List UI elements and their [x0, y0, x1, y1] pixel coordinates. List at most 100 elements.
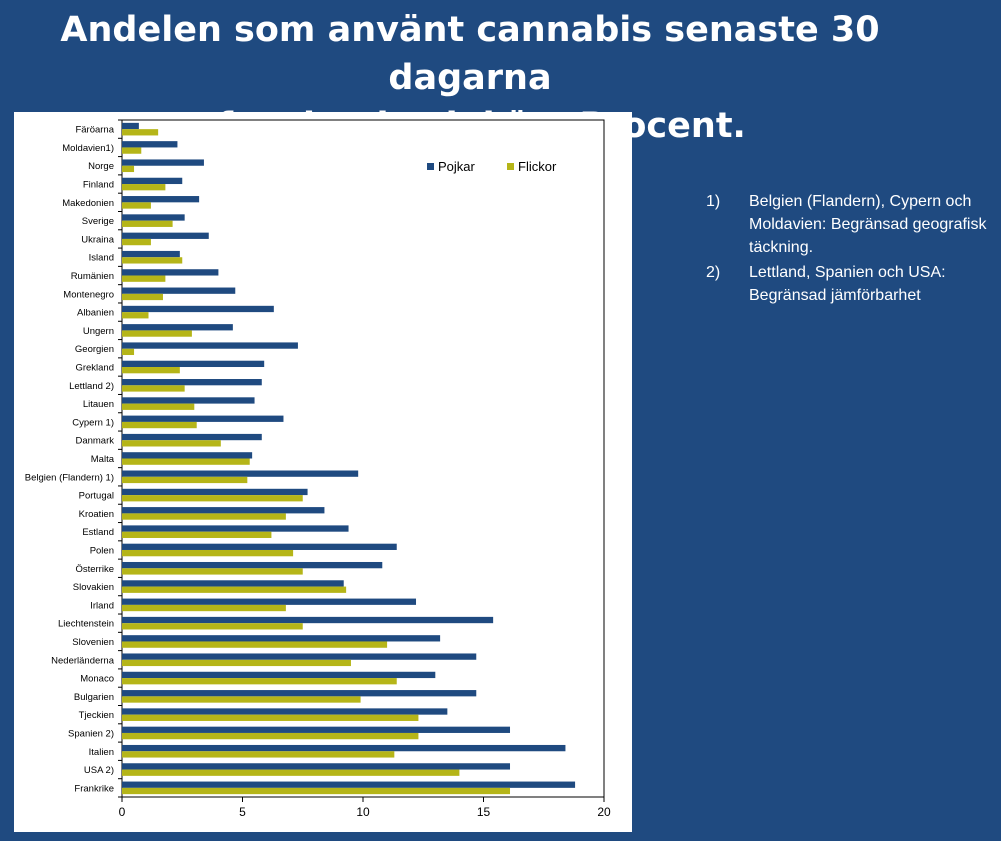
bar-girls-1	[122, 147, 142, 154]
bar-girls-33	[122, 732, 419, 740]
footnotes: 1) Belgien (Flandern), Cypern och Moldav…	[706, 190, 996, 309]
bar-boys-20	[122, 488, 308, 496]
footnote-2-text: Lettland, Spanien och USA: Begränsad jäm…	[749, 264, 946, 304]
bar-girls-19	[122, 476, 248, 484]
legend-swatch-boys	[427, 163, 434, 170]
category-label: Nederländerna	[51, 655, 115, 666]
bar-boys-13	[122, 360, 265, 368]
bar-girls-21	[122, 513, 286, 520]
bar-girls-24	[122, 568, 303, 575]
category-label: Albanien	[77, 308, 114, 319]
bar-boys-21	[122, 507, 325, 514]
bar-girls-5	[122, 220, 173, 227]
bar-girls-11	[122, 330, 192, 337]
bar-boys-10	[122, 305, 274, 313]
bar-girls-7	[122, 257, 183, 264]
bar-boys-25	[122, 580, 344, 587]
bar-girls-14	[122, 385, 185, 392]
bar-boys-35	[122, 763, 511, 770]
category-label: Moldavien1)	[62, 143, 114, 154]
category-label: Sverige	[82, 216, 114, 227]
bar-girls-15	[122, 403, 195, 410]
bar-boys-6	[122, 232, 209, 239]
bar-girls-25	[122, 586, 347, 593]
category-label: Cypern 1)	[72, 417, 114, 428]
bar-boys-2	[122, 159, 204, 166]
category-label: Polen	[90, 545, 114, 556]
bar-girls-26	[122, 604, 286, 612]
bar-girls-28	[122, 641, 388, 648]
category-label: Litauen	[83, 399, 114, 410]
bar-girls-13	[122, 367, 180, 374]
category-label: Frankrike	[74, 783, 114, 794]
bar-girls-29	[122, 659, 351, 667]
bar-girls-10	[122, 312, 149, 319]
bar-girls-31	[122, 696, 361, 703]
bar-girls-23	[122, 549, 294, 557]
footnote-1-number: 1)	[706, 193, 721, 210]
bar-girls-3	[122, 184, 166, 191]
bar-boys-4	[122, 196, 200, 203]
category-label: Montenegro	[63, 289, 114, 300]
bar-boys-9	[122, 287, 236, 294]
category-label: Slovakien	[73, 582, 114, 593]
category-label: Ukraina	[81, 234, 114, 245]
x-tick-label: 5	[239, 805, 246, 819]
category-label: Malta	[91, 454, 115, 465]
bar-boys-30	[122, 671, 436, 679]
bar-boys-16	[122, 415, 284, 422]
bar-boys-24	[122, 561, 383, 569]
category-label: Irland	[90, 600, 114, 611]
bar-girls-32	[122, 714, 419, 721]
bar-girls-8	[122, 275, 166, 282]
bar-boys-0	[122, 122, 139, 130]
bar-boys-23	[122, 543, 397, 550]
category-label: Spanien 2)	[68, 728, 114, 739]
bar-boys-5	[122, 214, 185, 221]
category-label: Bulgarien	[74, 692, 114, 703]
category-label: USA 2)	[84, 765, 114, 776]
category-label: Norge	[88, 161, 114, 172]
x-tick-label: 20	[597, 805, 611, 819]
title-line-1: Andelen som använt cannabis senaste 30 d…	[60, 10, 880, 98]
category-label: Georgien	[75, 344, 114, 355]
bar-boys-12	[122, 342, 298, 349]
bar-boys-8	[122, 269, 219, 276]
category-label: Slovenien	[72, 637, 114, 648]
category-label: Färöarna	[75, 125, 114, 136]
bar-girls-35	[122, 769, 460, 776]
bar-girls-34	[122, 751, 395, 758]
bar-girls-20	[122, 495, 303, 502]
bar-boys-19	[122, 470, 359, 477]
bar-boys-27	[122, 616, 494, 624]
category-label: Makedonien	[62, 198, 114, 209]
bar-boys-31	[122, 690, 477, 697]
bar-boys-33	[122, 726, 511, 733]
bar-boys-28	[122, 635, 441, 642]
category-label: Estland	[82, 527, 114, 538]
bar-girls-6	[122, 238, 151, 246]
category-label: Grekland	[75, 363, 114, 374]
bar-boys-3	[122, 177, 183, 185]
category-label: Liechtenstein	[58, 619, 114, 630]
category-label: Ungern	[83, 326, 114, 337]
bar-girls-17	[122, 440, 221, 447]
bar-girls-16	[122, 421, 197, 429]
bar-girls-27	[122, 623, 303, 630]
bar-girls-12	[122, 348, 135, 356]
category-label: Monaco	[80, 674, 114, 685]
category-label: Lettland 2)	[69, 381, 114, 392]
category-label: Belgien (Flandern) 1)	[25, 472, 114, 483]
bar-boys-17	[122, 433, 262, 441]
category-label: Portugal	[79, 491, 114, 502]
bar-boys-18	[122, 452, 253, 459]
x-tick-label: 15	[477, 805, 491, 819]
x-tick-label: 0	[119, 805, 126, 819]
bar-chart: Färöarna Moldavien1) Norge Finland Makedonie…	[25, 119, 611, 819]
bar-girls-2	[122, 165, 135, 173]
bar-boys-7	[122, 250, 180, 258]
category-label: Finland	[83, 180, 114, 191]
bar-girls-0	[122, 129, 159, 136]
bar-girls-9	[122, 293, 163, 301]
category-label: Italien	[89, 747, 114, 758]
